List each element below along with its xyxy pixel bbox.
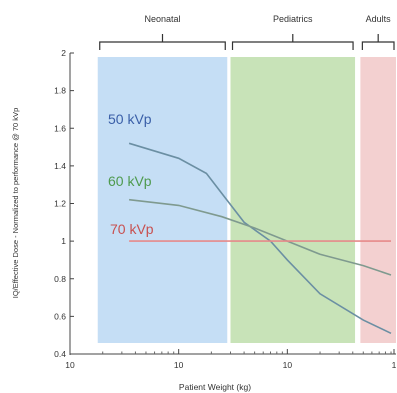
axes: 0.4 0.6 0.8 1 1.2 1.4 1.6 1.8 2 10 10 10 1 xyxy=(54,48,396,370)
region-brackets: Neonatal Pediatrics Adults xyxy=(99,14,395,50)
x-tick-label-1: 10 xyxy=(174,360,184,370)
region-label-0: Neonatal xyxy=(144,14,180,24)
region-1 xyxy=(230,57,356,343)
series-labels: 50 kVp 60 kVp 70 kVp xyxy=(108,111,154,237)
y-tick-label-4: 1.2 xyxy=(54,199,66,209)
series-label-1: 60 kVp xyxy=(108,173,152,189)
y-tick-label-6: 1.6 xyxy=(54,123,66,133)
region-bracket-2 xyxy=(361,34,395,50)
region-label-1: Pediatrics xyxy=(273,14,313,24)
y-tick-label-3: 1 xyxy=(61,236,66,246)
region-bracket-0 xyxy=(99,34,226,50)
y-tick-label-8: 2 xyxy=(61,48,66,58)
series-layer xyxy=(128,142,392,335)
regions-layer xyxy=(97,57,396,343)
x-axis-label: Patient Weight (kg) xyxy=(179,382,251,392)
y-tick-label-1: 0.6 xyxy=(54,311,66,321)
x-tick-label-0: 10 xyxy=(65,360,75,370)
x-tick-label-2: 10 xyxy=(283,360,293,370)
region-0 xyxy=(97,57,228,343)
y-tick-label-2: 0.8 xyxy=(54,274,66,284)
region-2 xyxy=(360,57,396,343)
y-tick-label-0: 0.4 xyxy=(54,349,66,359)
y-tick-label-5: 1.4 xyxy=(54,161,66,171)
series-line-1 xyxy=(129,198,392,276)
series-label-2: 70 kVp xyxy=(110,221,154,237)
series-label-0: 50 kVp xyxy=(108,111,152,127)
x-tick-label-3: 1 xyxy=(392,360,397,370)
y-tick-label-7: 1.8 xyxy=(54,86,66,96)
region-bracket-1 xyxy=(231,34,354,50)
y-axis-label: IQ/Effective Dose - Normalized to perfor… xyxy=(11,108,20,298)
series-line-0 xyxy=(128,142,392,335)
region-label-2: Adults xyxy=(366,14,392,24)
